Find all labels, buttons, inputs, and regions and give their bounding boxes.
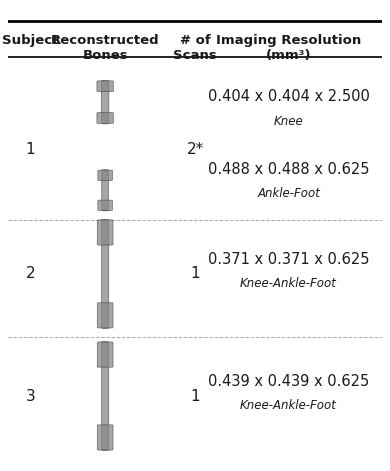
Text: Reconstructed
Bones: Reconstructed Bones [51, 34, 160, 62]
Text: Ankle-Foot: Ankle-Foot [257, 187, 320, 200]
Text: 3: 3 [25, 389, 35, 404]
Text: Imaging Resolution
(mm³): Imaging Resolution (mm³) [216, 34, 361, 62]
Text: 0.371 x 0.371 x 0.625: 0.371 x 0.371 x 0.625 [208, 252, 369, 267]
FancyBboxPatch shape [101, 219, 109, 328]
Text: # of
Scans: # of Scans [173, 34, 217, 62]
FancyBboxPatch shape [97, 113, 113, 123]
Text: 1: 1 [190, 389, 200, 404]
Text: Knee: Knee [274, 114, 303, 128]
Text: 2: 2 [25, 267, 35, 282]
FancyBboxPatch shape [102, 170, 108, 211]
FancyBboxPatch shape [97, 342, 113, 367]
Text: 2*: 2* [186, 142, 204, 157]
Text: 1: 1 [25, 142, 35, 157]
Text: Knee-Ankle-Foot: Knee-Ankle-Foot [240, 277, 337, 291]
FancyBboxPatch shape [98, 170, 112, 180]
Text: 0.488 x 0.488 x 0.625: 0.488 x 0.488 x 0.625 [208, 162, 369, 177]
Text: 0.404 x 0.404 x 2.500: 0.404 x 0.404 x 2.500 [207, 89, 370, 104]
FancyBboxPatch shape [97, 220, 113, 245]
FancyBboxPatch shape [101, 341, 109, 450]
FancyBboxPatch shape [98, 200, 112, 211]
FancyBboxPatch shape [97, 81, 113, 92]
FancyBboxPatch shape [101, 81, 109, 124]
Text: 0.439 x 0.439 x 0.625: 0.439 x 0.439 x 0.625 [208, 374, 369, 389]
Text: Subject: Subject [2, 34, 58, 47]
Text: Knee-Ankle-Foot: Knee-Ankle-Foot [240, 399, 337, 413]
Text: 1: 1 [190, 267, 200, 282]
FancyBboxPatch shape [97, 303, 113, 328]
FancyBboxPatch shape [97, 425, 113, 450]
